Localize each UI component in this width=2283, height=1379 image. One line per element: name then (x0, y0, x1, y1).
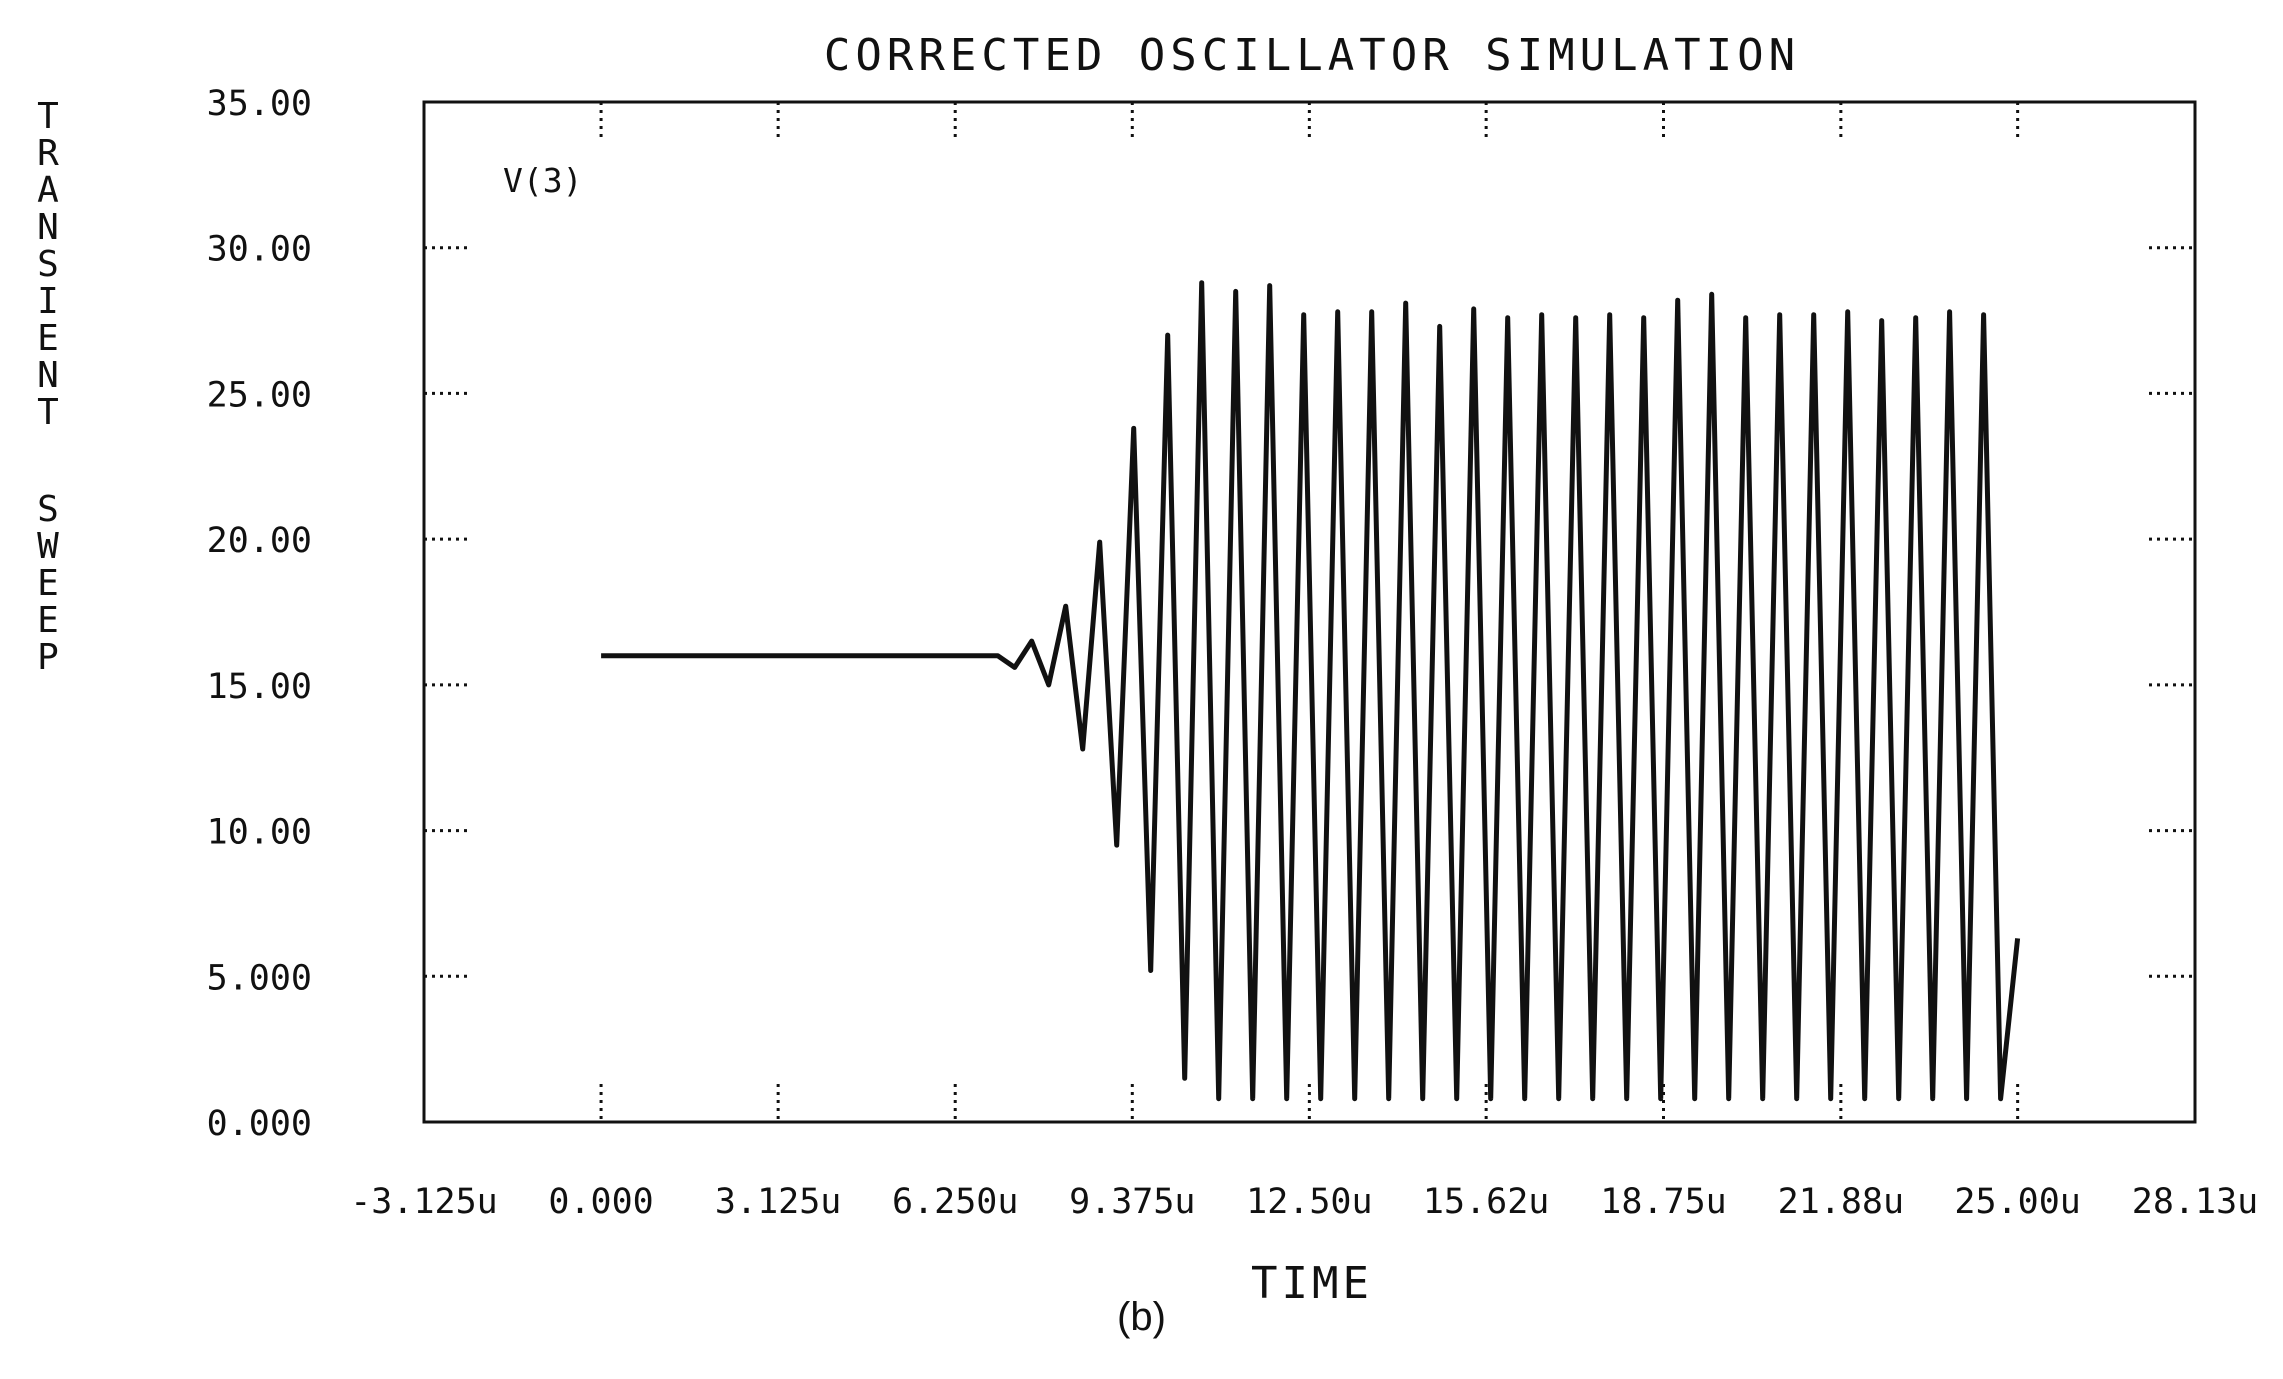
x-tick-labels: -3.125u 0.000 3.125u 6.250u 9.375u 12.50u 15.6… (350, 1182, 2258, 1222)
chart-title: CORRECTED OSCILLATOR SIMULATION (824, 30, 1800, 81)
y-axis-label-char: T (37, 96, 59, 137)
y-tick-label: 5.000 (207, 958, 312, 998)
x-tick-label: 6.250u (892, 1182, 1018, 1222)
x-tick-label: 25.00u (1954, 1182, 2080, 1222)
x-tick-label: 15.62u (1423, 1182, 1549, 1222)
y-tick-label: 25.00 (207, 375, 312, 415)
x-tick-label: 9.375u (1069, 1182, 1195, 1222)
y-axis-label-char: A (37, 170, 59, 211)
y-tick-label: 35.00 (207, 84, 312, 124)
x-tick-label: 3.125u (715, 1182, 841, 1222)
figure-caption: (b) (1117, 1295, 1166, 1339)
y-axis-label-char: S (37, 489, 59, 530)
x-tick-label: -3.125u (350, 1182, 498, 1222)
y-tick-labels: 0.000 5.000 10.00 15.00 20.00 25.00 30.00 35.00 (207, 84, 312, 1144)
x-tick-label: 28.13u (2132, 1182, 2258, 1222)
y-axis-label-char: R (37, 133, 59, 174)
grid-marks (424, 102, 2195, 1122)
y-axis-label-char: N (37, 355, 59, 396)
y-axis-label-char: W (37, 526, 59, 567)
y-axis-label-char: S (37, 244, 59, 285)
y-tick-label: 20.00 (207, 521, 312, 561)
y-axis-label-char: T (37, 392, 59, 433)
series-name-label: V(3) (503, 161, 582, 200)
x-tick-label: 18.75u (1600, 1182, 1726, 1222)
y-axis-label-char: I (37, 281, 59, 322)
x-axis-label: TIME (1251, 1258, 1373, 1309)
y-axis-label-char: E (37, 600, 59, 641)
y-axis-label-char: E (37, 563, 59, 604)
y-tick-label: 30.00 (207, 230, 312, 270)
y-tick-label: 15.00 (207, 667, 312, 707)
x-tick-label: 21.88u (1778, 1182, 1904, 1222)
y-tick-label: 10.00 (207, 813, 312, 853)
y-axis-label-char: P (37, 637, 59, 678)
x-tick-label: 12.50u (1246, 1182, 1372, 1222)
y-tick-label: 0.000 (207, 1104, 312, 1144)
series-line-v3 (601, 280, 2021, 1102)
x-tick-label: 0.000 (548, 1182, 653, 1222)
y-axis-label-char: N (37, 207, 59, 248)
y-axis-label-char: E (37, 318, 59, 359)
